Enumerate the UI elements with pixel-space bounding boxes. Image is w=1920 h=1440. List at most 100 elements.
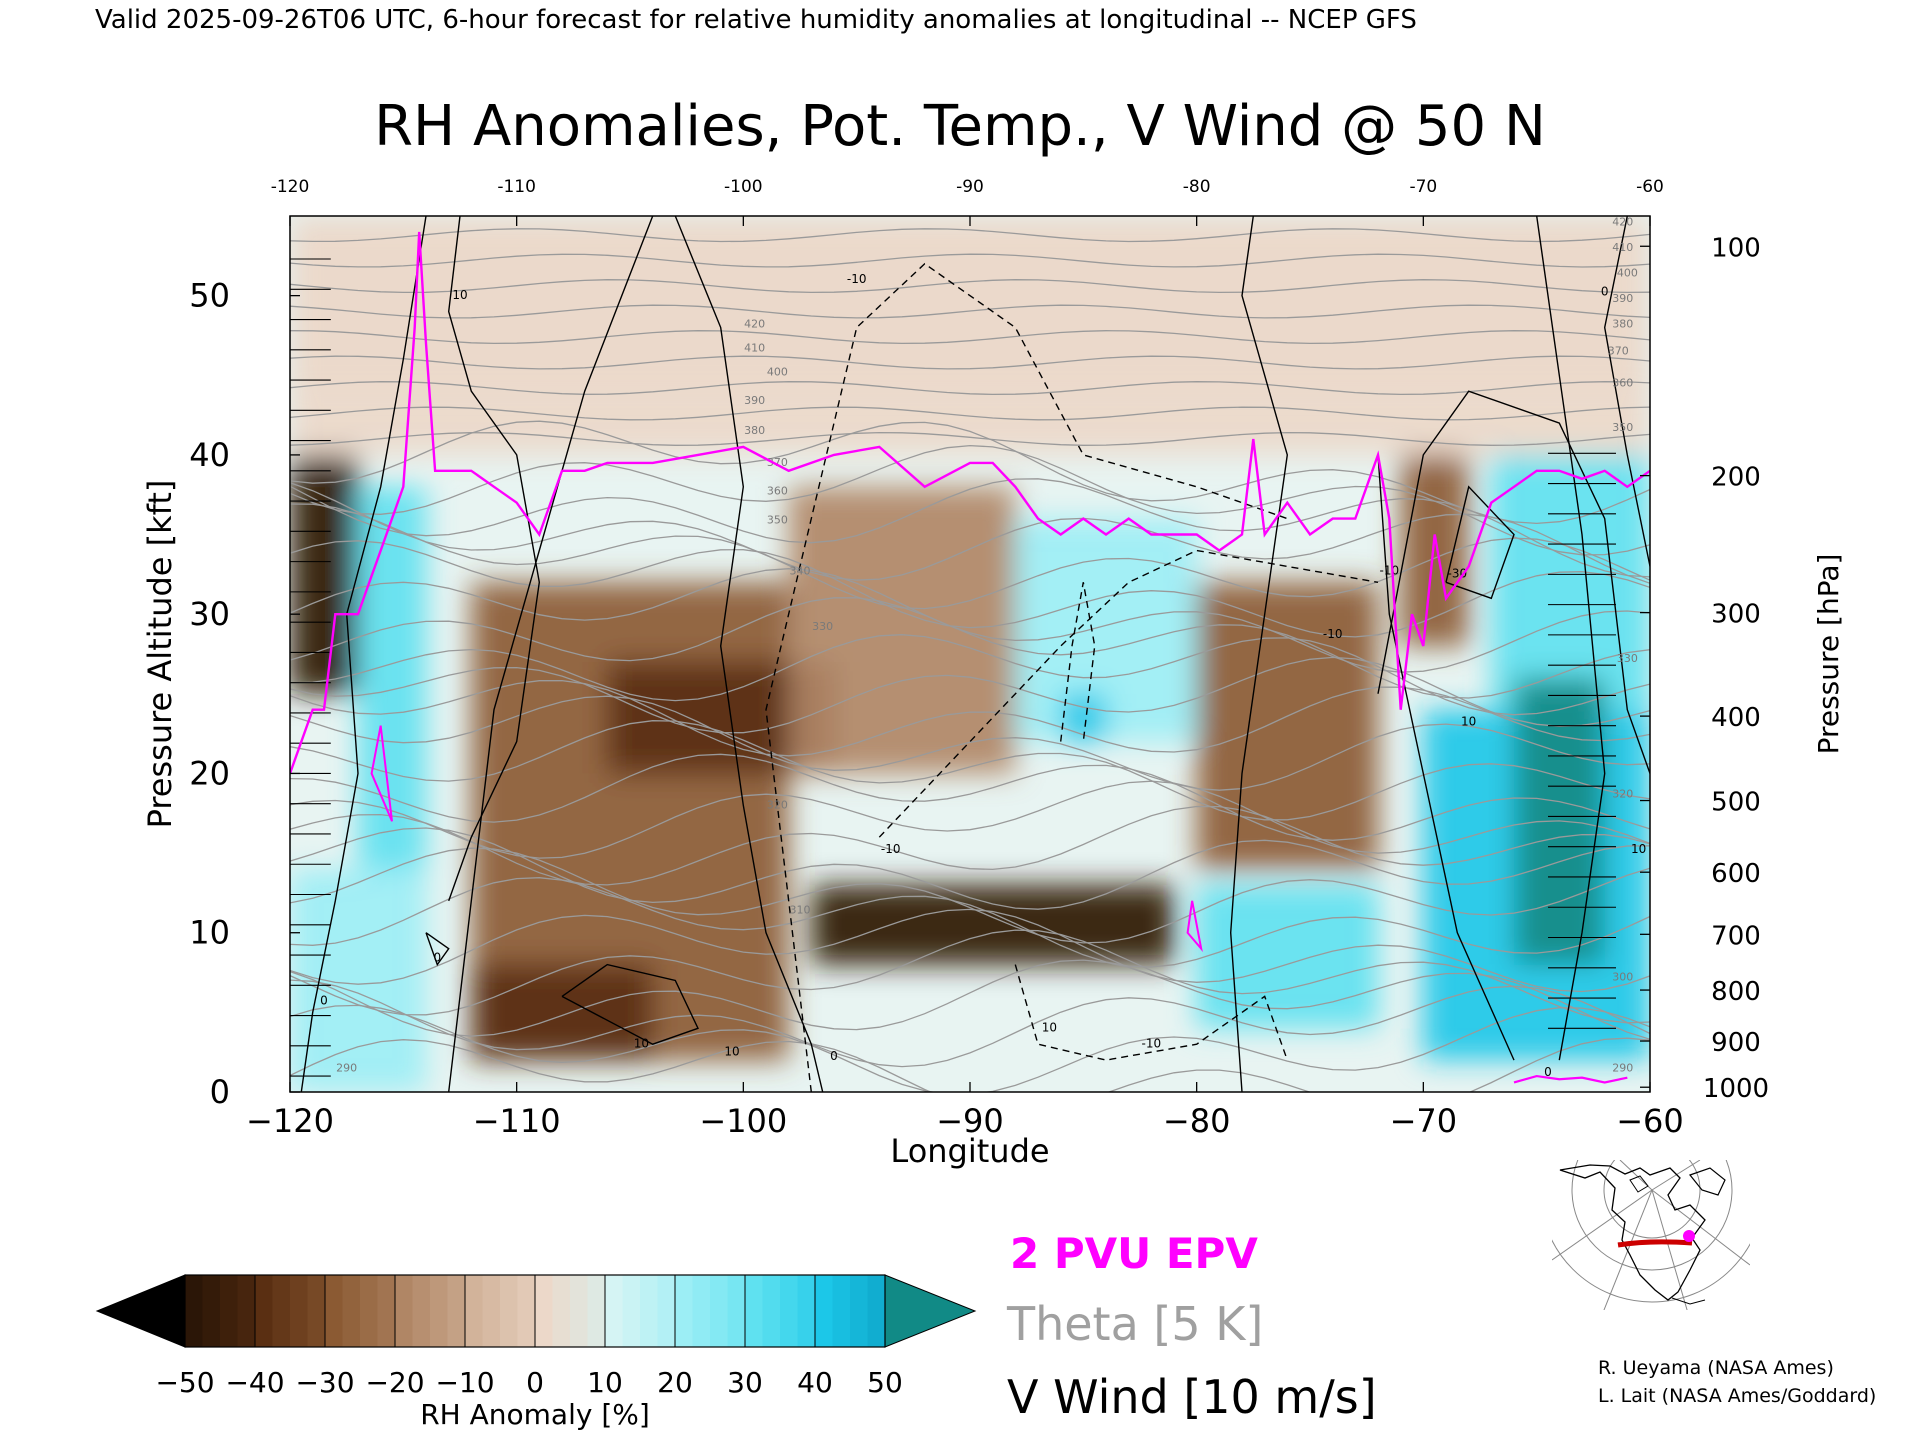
theta-contour bbox=[290, 847, 1650, 944]
theta-contour bbox=[290, 431, 1650, 446]
colorbar-segment bbox=[342, 1275, 361, 1347]
rh-region bbox=[358, 486, 426, 870]
vwind-contour-label: -10 bbox=[1323, 627, 1343, 641]
colorbar-tick-label: −20 bbox=[365, 1366, 424, 1399]
vwind-contour-label: -10 bbox=[1380, 563, 1400, 577]
vwind-contour-label: 10 bbox=[1461, 715, 1476, 729]
colorbar-segment bbox=[237, 1275, 256, 1347]
contour-labels: 4204104003903803703603503403303203102904… bbox=[320, 216, 1646, 1079]
colorbar-segment bbox=[517, 1275, 536, 1347]
colorbar-segment bbox=[622, 1275, 641, 1347]
vwind-contour-label: 0 bbox=[434, 950, 442, 964]
vwind-contour-label: -10 bbox=[1142, 1036, 1162, 1050]
colorbar-segment bbox=[710, 1275, 728, 1347]
theta-contour-label: 380 bbox=[1612, 317, 1633, 330]
colorbar-segment bbox=[815, 1275, 833, 1347]
colorbar-segment bbox=[255, 1275, 273, 1347]
colorbar-tick-label: 30 bbox=[727, 1366, 763, 1399]
rh-region bbox=[788, 486, 1016, 774]
colorbar-tick-label: 40 bbox=[797, 1366, 833, 1399]
colorbar-tick-label: 20 bbox=[657, 1366, 693, 1399]
rh-region bbox=[290, 454, 358, 694]
y-tick-label: 40 bbox=[189, 436, 230, 474]
vwind-contour-label: 10 bbox=[452, 288, 467, 302]
vwind-contours bbox=[290, 216, 1650, 1092]
vwind-contour-label: 10 bbox=[724, 1044, 739, 1058]
vwind-contour bbox=[1603, 216, 1650, 567]
colorbar-under bbox=[95, 1274, 186, 1348]
y-tick-label: 0 bbox=[210, 1073, 230, 1111]
vwind-contour bbox=[1377, 454, 1515, 1061]
vwind-contour bbox=[1229, 216, 1289, 1092]
colorbar-segment bbox=[832, 1275, 851, 1347]
axes: −120-120−110-110−100-100−90-90−80-80−70-… bbox=[189, 177, 1769, 1140]
theta-contour bbox=[290, 444, 1650, 556]
rh-region bbox=[1060, 693, 1106, 742]
colorbar-segment bbox=[640, 1275, 658, 1347]
colorbar-segment bbox=[762, 1275, 781, 1347]
rh-region bbox=[1196, 582, 1378, 870]
colorbar-segment bbox=[447, 1275, 466, 1347]
theta-contour bbox=[290, 355, 1650, 370]
legend-vwind: V Wind [10 m/s] bbox=[1007, 1370, 1377, 1424]
theta-contour bbox=[290, 381, 1650, 396]
theta-contour bbox=[290, 330, 1650, 345]
colorbar-tick-label: −10 bbox=[435, 1366, 494, 1399]
x-tick-label: −70 bbox=[1390, 1102, 1458, 1140]
colorbar-segment bbox=[377, 1275, 396, 1347]
theta-contour bbox=[290, 695, 1650, 791]
theta-contour bbox=[290, 656, 1650, 734]
theta-contour bbox=[290, 780, 1650, 859]
theta-contour-label: 360 bbox=[1612, 376, 1633, 389]
theta-contour-label: 410 bbox=[1612, 241, 1633, 254]
theta-contour-label: 320 bbox=[767, 798, 788, 811]
theta-contour-label: 400 bbox=[767, 365, 788, 378]
theta-contour-label: 320 bbox=[1612, 787, 1633, 800]
x-tick-label: −120 bbox=[246, 1102, 334, 1140]
vwind-contour-label: 10 bbox=[1631, 842, 1646, 856]
colorbar-segment bbox=[430, 1275, 448, 1347]
vwind-contour-label: 10 bbox=[1042, 1020, 1057, 1034]
colorbar: −50 −40 −30 −20 −10 0 10 20 30 40 50 bbox=[95, 1274, 977, 1399]
colorbar-segment bbox=[185, 1275, 203, 1347]
theta-contour bbox=[290, 805, 1650, 886]
theta-contour bbox=[290, 908, 1650, 993]
epv-2pvu-surface bbox=[1513, 1074, 1628, 1084]
theta-contour bbox=[290, 406, 1650, 421]
theta-contour bbox=[290, 827, 1650, 910]
x-top-tick-label: -80 bbox=[1183, 177, 1211, 197]
pressure-axis-label: Pressure [hPa] bbox=[1812, 554, 1845, 755]
x-top-tick-label: -60 bbox=[1636, 177, 1664, 197]
theta-contour-label: 410 bbox=[744, 341, 765, 354]
epv-2pvu-blob bbox=[1186, 900, 1203, 953]
colorbar-segment bbox=[412, 1275, 431, 1347]
theta-contour bbox=[290, 1037, 1650, 1092]
colorbar-label: RH Anomaly [%] bbox=[420, 1398, 650, 1431]
y-tick-label: 20 bbox=[189, 754, 230, 792]
locator-map bbox=[1552, 1160, 1750, 1310]
colorbar-tick-label: −30 bbox=[295, 1366, 354, 1399]
vwind-contour-label: 10 bbox=[634, 1036, 649, 1050]
colorbar-segment bbox=[867, 1275, 886, 1347]
colorbar-tick-label: 50 bbox=[867, 1366, 903, 1399]
theta-contour-label: 330 bbox=[812, 620, 833, 633]
theta-contour bbox=[290, 420, 1650, 525]
theta-contour bbox=[290, 979, 1650, 1068]
colorbar-segment bbox=[482, 1275, 501, 1347]
vwind-contour bbox=[765, 262, 1288, 1092]
rh-region bbox=[290, 216, 1650, 392]
plot-area: 4204104003903803703603503403303203102904… bbox=[289, 215, 1651, 1093]
theta-contour bbox=[290, 1004, 1650, 1092]
theta-contour-label: 350 bbox=[767, 513, 788, 526]
colorbar-frame bbox=[184, 1274, 886, 1348]
coastline bbox=[1559, 1164, 1706, 1301]
legend-theta: Theta [5 K] bbox=[1006, 1297, 1263, 1351]
theta-contour-label: 290 bbox=[336, 1061, 357, 1074]
epv-2pvu-line bbox=[290, 231, 1650, 774]
colorbar-segment bbox=[202, 1275, 221, 1347]
vwind-contour-label: 0 bbox=[830, 1049, 838, 1063]
colorbar-segment bbox=[290, 1275, 308, 1347]
colorbar-segment bbox=[657, 1275, 676, 1347]
colorbar-segment bbox=[570, 1275, 588, 1347]
theta-contour-label: 420 bbox=[744, 317, 765, 330]
